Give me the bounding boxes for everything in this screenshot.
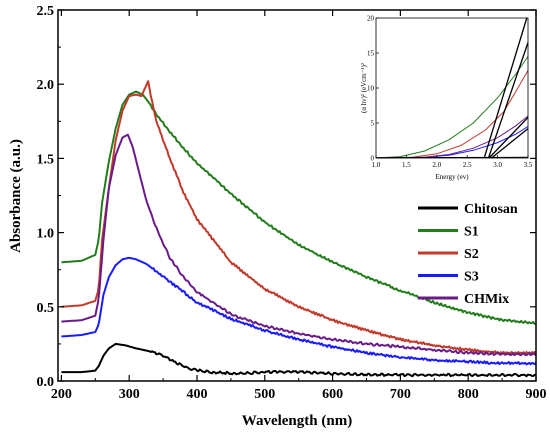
legend-label-s1: S1 [464, 225, 479, 240]
inset-y-tick-label: 15 [367, 50, 375, 58]
main-tick-labels-group: 200 300 400 500 600 700 800 9000.00.51.01.52.02… [37, 4, 547, 402]
x-tick-label: 900 [526, 387, 547, 402]
inset-y-tick-label: 10 [367, 85, 375, 93]
y-tick-label: 1.0 [37, 227, 55, 242]
inset-chart: 1.0 1.5 2.0 2.5 3.0 3.5 0 5 10 15 20 Energy (ev) (… [360, 15, 533, 182]
x-tick-label: 800 [458, 387, 479, 402]
inset-series-group [375, 56, 529, 159]
inset-tangent-line [487, 42, 529, 159]
main-series-group [61, 80, 537, 378]
inset-x-axis-title: Energy (ev) [435, 173, 469, 181]
inset-background [365, 16, 528, 158]
series-line-s2 [61, 80, 537, 355]
inset-tick-labels-group: 1.0 1.5 2.0 2.5 3.0 3.5 0 5 10 15 20 [367, 15, 533, 170]
inset-series-line [375, 70, 529, 159]
inset-ticks-group [375, 17, 529, 159]
legend: Chitosan S1 S2 S3 CHMix [418, 202, 518, 307]
legend-label-s2: S2 [464, 247, 479, 262]
x-tick-label: 300 [119, 387, 140, 402]
inset-y-tick-label: 5 [371, 120, 375, 128]
inset-x-tick-label: 1.5 [402, 161, 411, 169]
y-axis-title: Absorbance (a.u.) [8, 139, 24, 253]
x-axis-title: Wavelength (nm) [242, 413, 352, 429]
main-ticks-group [58, 9, 537, 382]
x-tick-label: 500 [254, 387, 275, 402]
inset-x-tick-label: 2.0 [432, 161, 441, 169]
inset-tangents-group [483, 17, 529, 159]
inset-y-tick-label: 0 [371, 155, 375, 163]
series-line-s1 [61, 90, 537, 325]
y-tick-label: 0.0 [37, 375, 55, 390]
inset-x-tick-label: 3.5 [524, 161, 533, 169]
inset-y-axis-title: (α hν)² (eVcm⁻¹)² [360, 63, 368, 113]
y-tick-label: 2.5 [37, 4, 55, 19]
series-line-chitosan [61, 342, 537, 378]
series-line-s3 [61, 256, 537, 366]
inset-x-tick-label: 2.5 [463, 161, 472, 169]
inset-x-tick-label: 1.0 [372, 161, 381, 169]
inset-y-tick-label: 20 [367, 15, 375, 23]
x-tick-label: 600 [322, 387, 343, 402]
y-tick-label: 2.0 [37, 78, 55, 93]
inset-x-tick-label: 3.0 [493, 161, 502, 169]
y-tick-label: 1.5 [37, 152, 55, 167]
legend-label-chmix: CHMix [464, 292, 509, 307]
inset-tangent-line [483, 17, 528, 159]
inset-tangent-line [488, 116, 529, 159]
x-tick-label: 700 [390, 387, 411, 402]
series-line-chmix [61, 133, 537, 357]
y-tick-label: 0.5 [37, 301, 55, 316]
legend-label-chitosan: Chitosan [464, 202, 518, 217]
x-tick-label: 400 [186, 387, 207, 402]
inset-series-line [375, 56, 529, 159]
x-tick-label: 200 [51, 387, 72, 402]
inset-tangent-line [491, 128, 529, 159]
legend-label-s3: S3 [464, 270, 479, 285]
